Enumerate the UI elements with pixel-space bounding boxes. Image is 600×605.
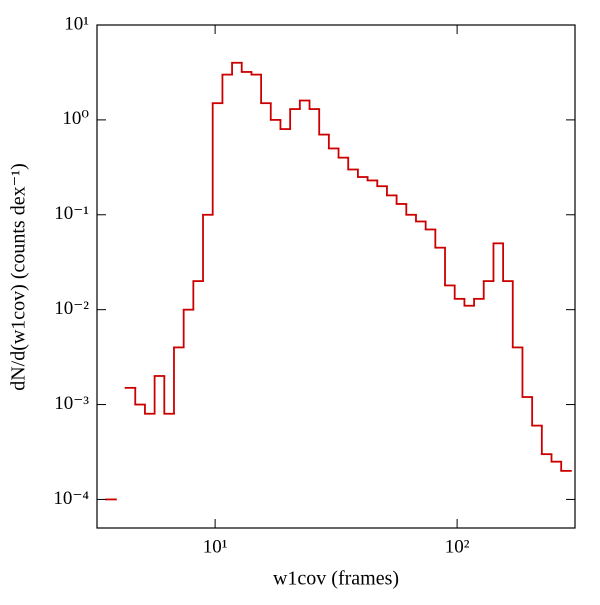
y-tick-label: 10⁻⁴ xyxy=(53,488,89,509)
axes-frame xyxy=(96,24,576,529)
y-tick-label: 10⁻² xyxy=(54,298,89,319)
y-tick-label: 10¹ xyxy=(64,13,89,34)
plot-area xyxy=(105,61,572,501)
x-tick-label: 10¹ xyxy=(203,536,228,557)
y-tick-label: 10⁻¹ xyxy=(54,203,89,224)
y-tick-label: 10⁰ xyxy=(62,108,89,129)
x-tick-label: 10² xyxy=(445,536,470,557)
x-axis-label: w1cov (frames) xyxy=(273,568,399,590)
y-tick-label: 10⁻³ xyxy=(54,393,89,414)
y-axis-label: dN/d(w1cov) (counts dex⁻¹) xyxy=(8,163,30,391)
